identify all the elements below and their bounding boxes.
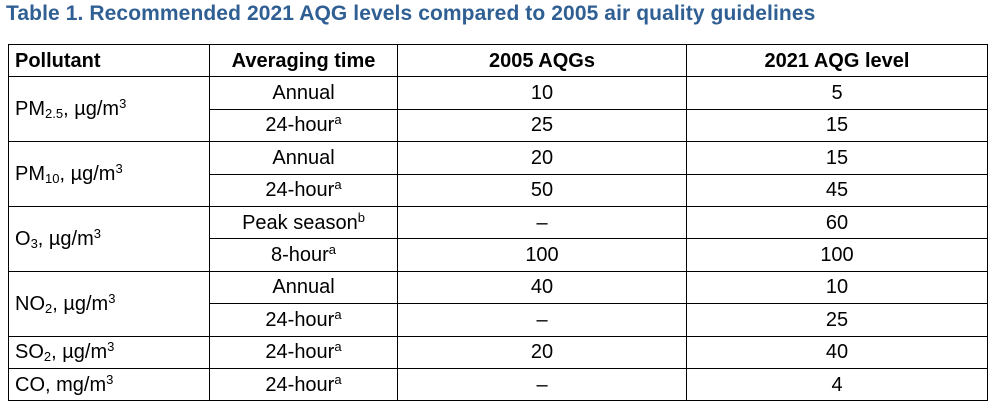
aqg-2021-cell: 4 (686, 367, 988, 402)
pollutant-no2: NO2, µg/m3 (8, 270, 210, 337)
aqg-2005-cell: 50 (397, 173, 687, 207)
aqg-2021-cell: 10 (686, 270, 988, 305)
aqg-2005-cell: 25 (397, 108, 687, 143)
table-row: SO2, µg/m3 24-houra 20 40 (8, 335, 988, 369)
aqg-2005-cell: – (397, 205, 687, 240)
averaging-time-cell: 24-houra (209, 108, 398, 143)
aqg-2021-cell: 60 (686, 205, 988, 240)
averaging-time-cell: Annual (209, 76, 398, 110)
aqg-2005-cell: 40 (397, 270, 687, 305)
aqg-2005-cell: – (397, 303, 687, 337)
averaging-time-cell: 24-houra (209, 335, 398, 369)
aqg-2005-cell: 20 (397, 335, 687, 369)
pollutant-so2: SO2, µg/m3 (8, 335, 210, 369)
averaging-time-cell: 24-houra (209, 303, 398, 337)
table-row: 8-houra 100 100 (9, 238, 988, 272)
header-pollutant: Pollutant (8, 43, 210, 78)
table-row: 24-houra – 25 (9, 303, 988, 337)
pollutant-o3: O3, µg/m3 (8, 205, 210, 272)
averaging-time-cell: Annual (209, 270, 398, 305)
aqg-2021-cell: 100 (686, 238, 988, 272)
table-header-row: Pollutant Averaging time 2005 AQGs 2021 … (8, 43, 988, 78)
aqg-2021-cell: 15 (686, 108, 988, 143)
aqg-comparison-table: Pollutant Averaging time 2005 AQGs 2021 … (8, 43, 988, 402)
table-row: PM2.5, µg/m3 Annual 10 5 (8, 76, 988, 143)
pollutant-co: CO, mg/m3 (8, 367, 210, 402)
table-row: 24-houra 50 45 (9, 173, 988, 207)
header-averaging-time: Averaging time (209, 43, 398, 78)
aqg-2005-cell: 100 (397, 238, 687, 272)
pollutant-pm25: PM2.5, µg/m3 (8, 76, 210, 143)
averaging-time-cell: 8-houra (209, 238, 398, 272)
table-row: O3, µg/m3 Peak seasonb – 60 (8, 205, 988, 272)
table-caption: Table 1. Recommended 2021 AQG levels com… (6, 2, 816, 25)
aqg-2021-cell: 45 (686, 173, 988, 207)
averaging-time-cell: Peak seasonb (209, 205, 398, 240)
aqg-2005-cell: 20 (397, 141, 687, 175)
averaging-time-cell: Annual (209, 141, 398, 175)
averaging-time-cell: 24-houra (209, 367, 398, 402)
header-2021-aqg-level: 2021 AQG level (686, 43, 988, 78)
table-row: 24-houra 25 15 (9, 108, 988, 143)
pollutant-pm10: PM10, µg/m3 (8, 141, 210, 207)
aqg-2021-cell: 25 (686, 303, 988, 337)
aqg-2021-cell: 40 (686, 335, 988, 369)
aqg-2021-cell: 15 (686, 141, 988, 175)
table-row: CO, mg/m3 24-houra – 4 (8, 367, 988, 402)
aqg-2005-cell: 10 (397, 76, 687, 110)
table-row: PM10, µg/m3 Annual 20 15 (8, 141, 988, 207)
table-row: NO2, µg/m3 Annual 40 10 (8, 270, 988, 337)
header-2005-aqgs: 2005 AQGs (397, 43, 687, 78)
aqg-2021-cell: 5 (686, 76, 988, 110)
averaging-time-cell: 24-houra (209, 173, 398, 207)
aqg-2005-cell: – (397, 367, 687, 402)
